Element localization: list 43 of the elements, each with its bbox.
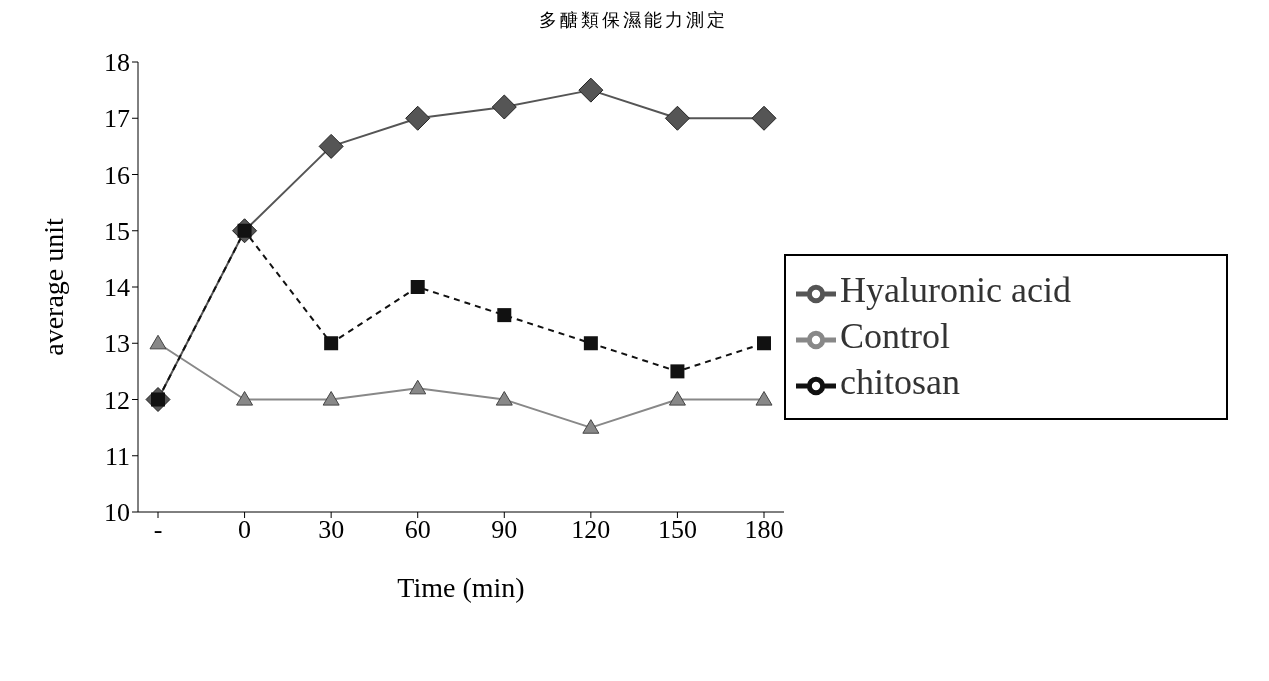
y-tick-label: 17 (104, 104, 130, 134)
point (324, 336, 339, 351)
point (497, 308, 512, 323)
point (491, 94, 517, 120)
x-axis-title: Time (min) (397, 572, 525, 603)
chart-title: 多醣類保濕能力測定 (537, 8, 729, 32)
point (664, 105, 690, 131)
point (495, 391, 513, 406)
y-tick-label: 14 (104, 273, 130, 303)
point (668, 391, 686, 406)
point (751, 105, 777, 131)
x-tick-label: 0 (238, 515, 252, 545)
y-tick-label: 11 (104, 441, 130, 471)
point (582, 419, 600, 434)
point (149, 334, 167, 350)
x-tick-label: 60 (404, 515, 431, 545)
x-tick-label: 120 (571, 515, 611, 545)
point (410, 280, 425, 294)
point (236, 391, 254, 406)
y-tick-label: 16 (104, 160, 130, 190)
y-tick-label: 12 (104, 385, 130, 415)
point (322, 391, 340, 406)
point (405, 105, 431, 131)
point (670, 364, 685, 379)
point (757, 336, 771, 351)
x-tick-label: - (153, 515, 163, 545)
point (583, 336, 598, 351)
y-tick-label: 13 (104, 329, 130, 359)
point (578, 77, 604, 103)
x-tick-label: 150 (657, 515, 697, 545)
x-tick-label: 180 (744, 515, 784, 545)
point (755, 391, 773, 406)
legend-label: Hyaluronic acid (840, 270, 1071, 311)
legend-label: Control (840, 316, 951, 357)
point (409, 379, 427, 395)
point (318, 133, 344, 159)
x-tick-label: 90 (491, 515, 518, 545)
y-tick-label: 18 (104, 48, 130, 78)
y-axis-title: average unit (37, 217, 69, 356)
y-tick-label: 10 (104, 498, 130, 528)
legend-label: chitosan (840, 361, 960, 402)
y-tick-label: 15 (104, 216, 130, 246)
x-tick-label: 30 (318, 515, 345, 545)
